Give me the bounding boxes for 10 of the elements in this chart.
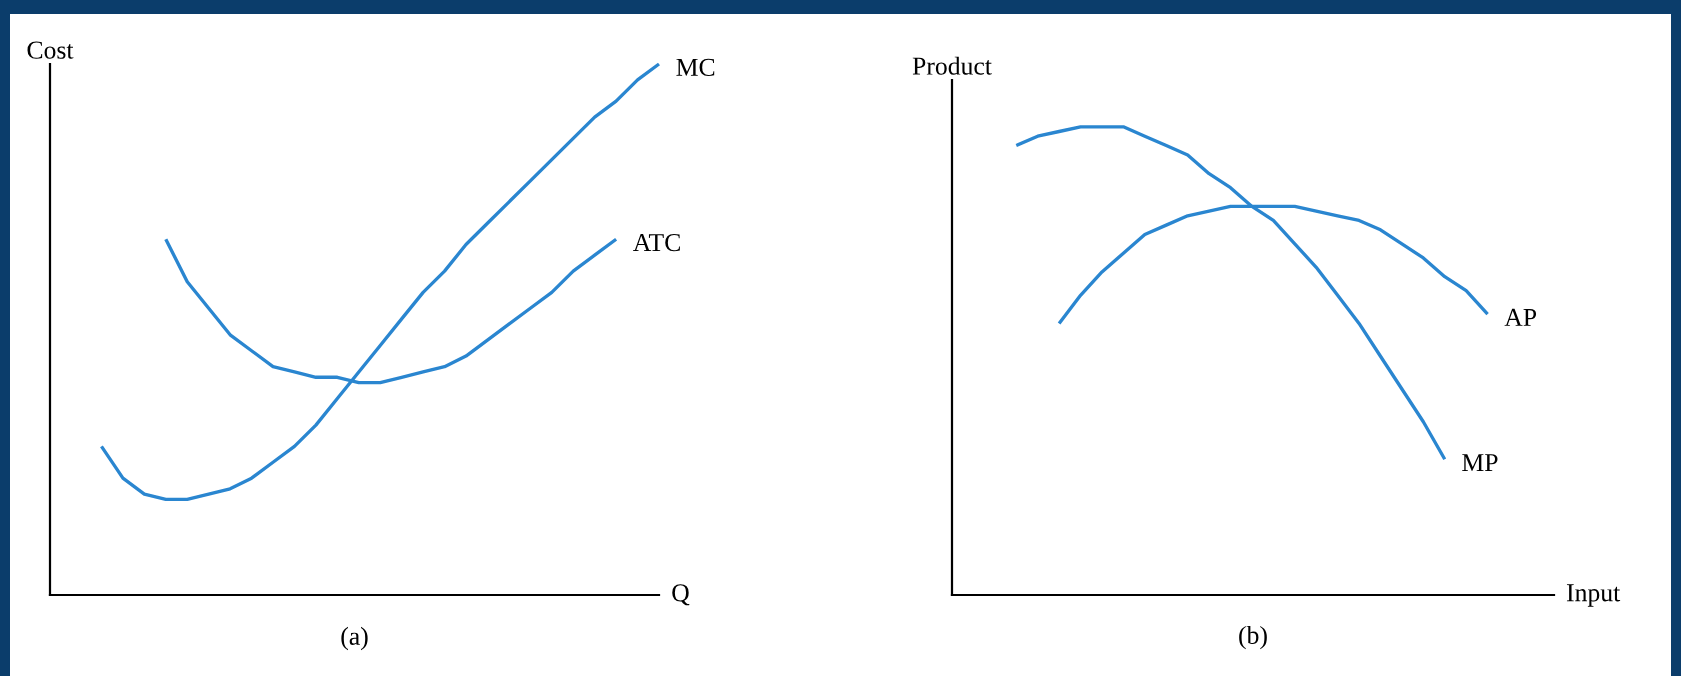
x-axis-title: Input [1566,584,1621,607]
y-axis-title: Product [912,56,992,75]
series-label: MP [1462,454,1498,471]
text: (b) [1239,625,1267,650]
series-label: ATC [633,233,680,252]
series-label: MC [676,58,715,76]
x-axis-title: Q [672,584,690,606]
text: (a) [341,626,368,651]
y-axis-title: Cost [27,41,74,59]
series-label: AP [1504,308,1537,326]
